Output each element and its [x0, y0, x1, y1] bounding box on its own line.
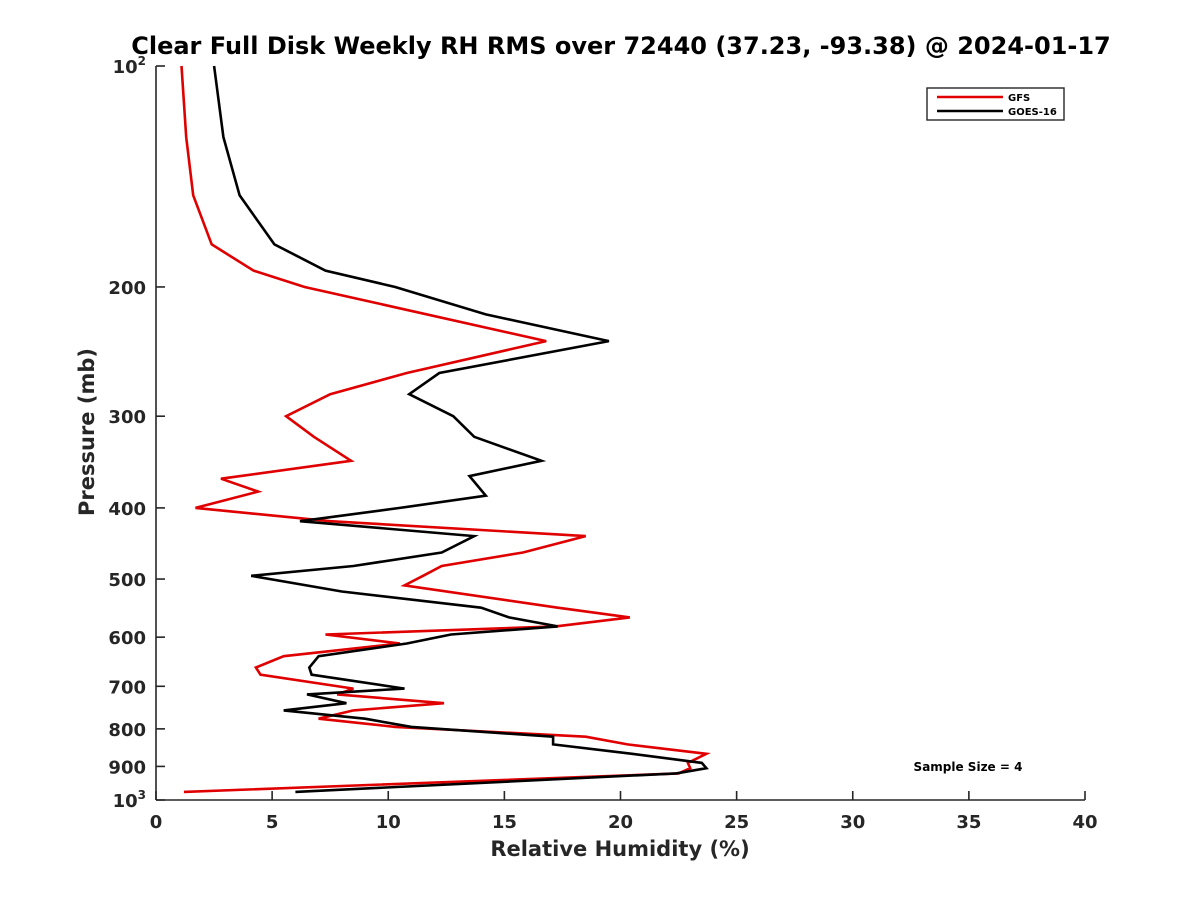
- y-tick-label: 300: [108, 407, 146, 428]
- legend: GFS GOES-16: [926, 87, 1065, 121]
- y-tick-label: 500: [108, 570, 146, 591]
- y-tick-label: 400: [108, 499, 146, 520]
- sample-size-annotation: Sample Size = 4: [914, 760, 1023, 774]
- x-tick-label: 5: [266, 812, 279, 833]
- x-axis-ticks: 0 5 10 15 20 25 30 35 40: [150, 791, 1098, 833]
- y-tick-label: 900: [108, 757, 146, 778]
- chart-title: Clear Full Disk Weekly RH RMS over 72440…: [131, 32, 1111, 60]
- x-tick-label: 10: [376, 812, 401, 833]
- y-tick-label: 103: [113, 788, 146, 812]
- y-tick-label: 102: [113, 54, 146, 78]
- x-tick-label: 40: [1072, 812, 1097, 833]
- x-tick-label: 20: [608, 812, 633, 833]
- legend-label: GOES-16: [1008, 107, 1057, 118]
- x-tick-label: 0: [150, 812, 163, 833]
- x-tick-label: 35: [956, 812, 981, 833]
- y-tick-label: 600: [108, 628, 146, 649]
- x-tick-label: 30: [840, 812, 865, 833]
- series-layer: [180, 65, 711, 794]
- x-tick-label: 25: [724, 812, 749, 833]
- y-axis-ticks: 102 200 300 400 500 600 700 800 900 103: [108, 54, 165, 812]
- y-tick-label: 200: [108, 278, 146, 299]
- y-tick-label: 800: [108, 720, 146, 741]
- y-tick-label: 700: [108, 677, 146, 698]
- legend-label: GFS: [1008, 93, 1030, 104]
- series-line-gfs: [180, 65, 711, 794]
- y-axis-label: Pressure (mb): [75, 348, 99, 516]
- plot-axes: [155, 66, 1085, 801]
- x-axis-label: Relative Humidity (%): [490, 837, 749, 861]
- x-tick-label: 15: [492, 812, 517, 833]
- legend-box: [926, 87, 1065, 121]
- series-line-goes-16: [212, 65, 709, 794]
